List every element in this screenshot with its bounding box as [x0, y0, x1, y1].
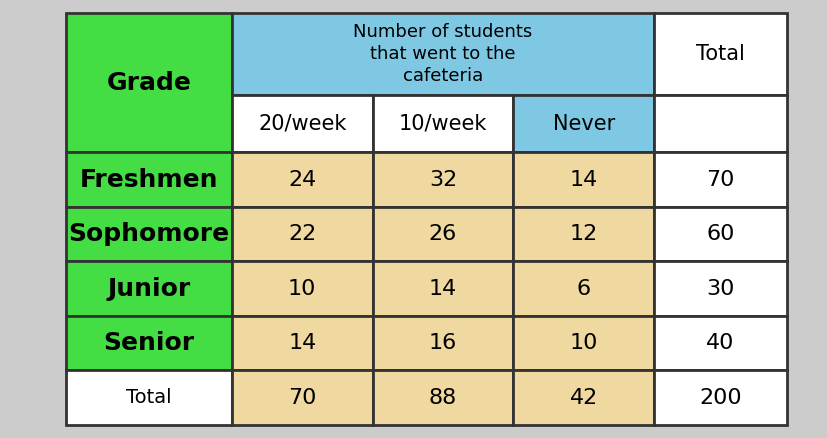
Text: 12: 12	[569, 224, 597, 244]
Bar	[66, 207, 232, 261]
Text: 22: 22	[288, 224, 316, 244]
Text: 10/week: 10/week	[399, 114, 486, 134]
Text: 70: 70	[705, 170, 734, 190]
Text: Grade: Grade	[107, 71, 191, 95]
Bar	[653, 95, 786, 152]
Bar	[232, 207, 372, 261]
Bar	[232, 316, 372, 371]
Text: 20/week: 20/week	[258, 114, 346, 134]
Bar	[232, 95, 372, 152]
Text: Number of students
that went to the
cafeteria: Number of students that went to the cafe…	[353, 23, 532, 85]
Bar	[372, 95, 513, 152]
Bar	[372, 207, 513, 261]
Text: 14: 14	[288, 333, 316, 353]
Bar	[653, 152, 786, 207]
Bar	[513, 371, 653, 425]
Text: 30: 30	[705, 279, 734, 299]
Bar	[66, 371, 232, 425]
Bar	[372, 371, 513, 425]
Text: 70: 70	[288, 388, 316, 408]
Bar	[232, 261, 372, 316]
Bar	[513, 152, 653, 207]
Bar	[66, 13, 232, 152]
Bar	[653, 13, 786, 95]
Text: 10: 10	[569, 333, 597, 353]
Bar	[66, 316, 232, 371]
Bar	[372, 316, 513, 371]
Bar	[232, 371, 372, 425]
Text: Total: Total	[695, 44, 744, 64]
Text: 42: 42	[569, 388, 597, 408]
Text: 16: 16	[428, 333, 457, 353]
Text: 24: 24	[288, 170, 316, 190]
Text: 200: 200	[698, 388, 741, 408]
Bar	[372, 152, 513, 207]
Bar	[232, 152, 372, 207]
Bar	[66, 261, 232, 316]
Bar	[513, 316, 653, 371]
Bar	[513, 261, 653, 316]
Text: Never: Never	[552, 114, 614, 134]
Text: 88: 88	[428, 388, 457, 408]
Text: 40: 40	[705, 333, 734, 353]
Text: 14: 14	[428, 279, 457, 299]
Text: Junior: Junior	[108, 277, 190, 300]
Bar	[66, 152, 232, 207]
Text: 6: 6	[576, 279, 590, 299]
Bar	[653, 371, 786, 425]
Text: 10: 10	[288, 279, 316, 299]
Text: 32: 32	[428, 170, 457, 190]
Text: 26: 26	[428, 224, 457, 244]
Text: Freshmen: Freshmen	[79, 168, 218, 192]
Bar	[232, 13, 653, 95]
Bar	[653, 261, 786, 316]
Bar	[653, 207, 786, 261]
Text: Total: Total	[126, 388, 172, 407]
Bar	[372, 261, 513, 316]
Bar	[653, 316, 786, 371]
Bar	[513, 95, 653, 152]
Text: 60: 60	[705, 224, 734, 244]
Bar	[513, 207, 653, 261]
Text: Senior: Senior	[103, 331, 194, 355]
Text: Sophomore: Sophomore	[69, 222, 229, 246]
Text: 14: 14	[569, 170, 597, 190]
